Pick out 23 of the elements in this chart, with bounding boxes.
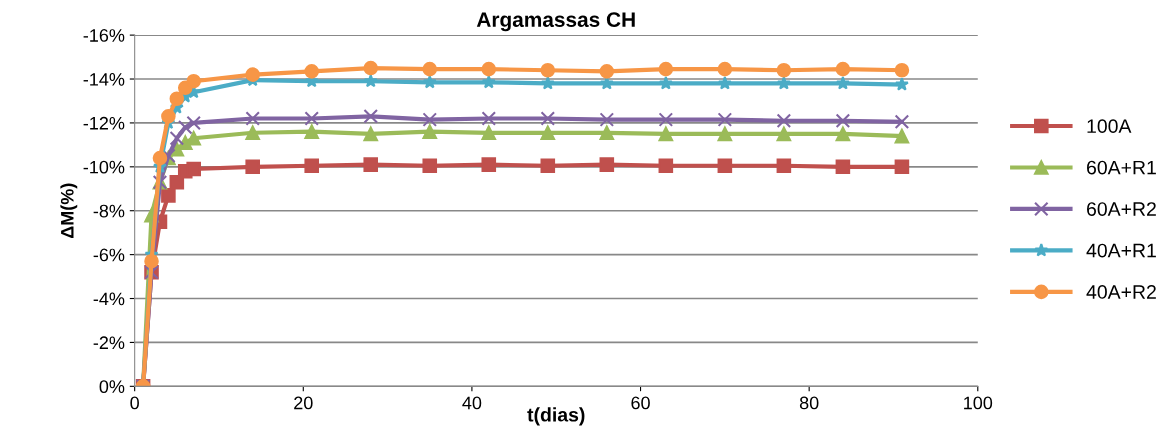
chart-title: Argamassas CH [476,12,635,32]
x-tick-label: 100 [964,396,993,410]
y-tick-label: 0% [99,380,125,394]
x-tick-label: 40 [462,396,482,410]
legend-label: 40A+R2 [1086,285,1156,299]
x-axis-title: t(dias) [527,407,585,426]
y-tick-label: -4% [93,292,125,306]
x-tick-label: 80 [799,396,819,410]
y-tick-label: -6% [93,248,125,262]
x-tick-label: 0 [130,396,139,410]
legend-label: 60A+R2 [1087,202,1156,216]
y-axis-title: ΔM(%) [60,183,78,239]
y-tick-label: -16% [83,29,125,42]
legend-label: 100A [1087,119,1132,134]
y-tick-label: -12% [83,116,125,130]
x-tick-label: 20 [294,396,313,410]
legend-label: 40A+R1 [1086,243,1156,258]
legend-label: 60A+R1 [1087,160,1156,175]
x-tick-label: 60 [631,396,650,410]
y-tick-label: -8% [93,204,125,218]
y-tick-label: -14% [83,73,125,86]
y-tick-label: -10% [83,160,125,174]
y-tick-label: -2% [93,336,125,350]
